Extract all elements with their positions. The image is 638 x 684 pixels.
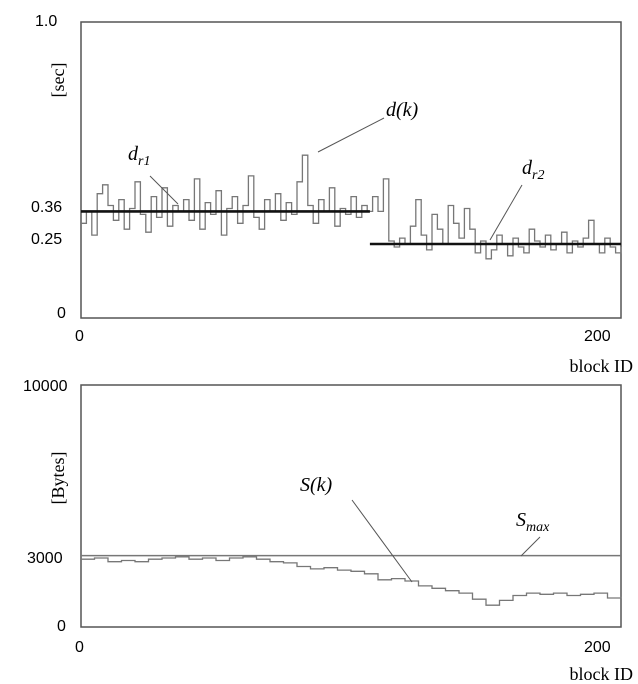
top-xtick-0: 0	[75, 328, 84, 345]
bottom-xtick-0: 0	[75, 639, 84, 656]
bottom-annotation-smax: Smax	[516, 509, 550, 535]
top-ytick-025: 0.25	[31, 231, 62, 248]
bottom-leader-smax	[520, 536, 541, 557]
top-ytick-036: 0.36	[31, 199, 62, 216]
bottom-ytick-10000: 10000	[23, 378, 68, 395]
top-chart: 1.0 0.36 0.25 0 0 200 [sec] block ID d(k…	[31, 13, 633, 376]
smax-subscript: max	[526, 520, 550, 535]
top-xlabel: block ID	[570, 356, 633, 376]
dr2-subscript: r2	[532, 168, 544, 183]
top-leader-dk	[317, 117, 385, 153]
top-series-dk	[81, 154, 622, 260]
bottom-leader-sk	[351, 499, 413, 583]
top-leader-dr1	[149, 175, 179, 205]
smax-base: S	[516, 509, 526, 531]
top-annotation-dr1: dr1	[128, 143, 150, 169]
dr1-base: d	[128, 143, 139, 165]
bottom-ytick-0: 0	[57, 618, 66, 635]
top-plot-frame	[80, 21, 622, 319]
top-ylabel: [sec]	[48, 63, 68, 98]
bottom-chart: 10000 3000 0 0 200 [Bytes] block ID S(k)…	[23, 378, 633, 684]
top-annotation-dr2: dr2	[522, 157, 544, 183]
bottom-annotation-sk: S(k)	[300, 474, 333, 496]
bottom-ytick-3000: 3000	[27, 550, 63, 567]
top-xtick-200: 200	[584, 328, 611, 345]
dr2-base: d	[522, 157, 533, 179]
top-ytick-1: 1.0	[35, 13, 57, 30]
bottom-xlabel: block ID	[570, 664, 633, 684]
top-annotation-dk: d(k)	[386, 99, 419, 121]
top-leader-dr2	[489, 184, 523, 241]
top-ytick-0: 0	[57, 305, 66, 322]
bottom-ylabel: [Bytes]	[48, 452, 68, 505]
bottom-plot-frame	[80, 384, 622, 628]
dr1-subscript: r1	[138, 154, 150, 169]
bottom-series-sk	[81, 556, 622, 606]
bottom-xtick-200: 200	[584, 639, 611, 656]
